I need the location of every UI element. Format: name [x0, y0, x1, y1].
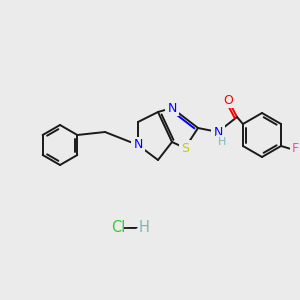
Text: −: −	[123, 221, 143, 235]
Text: N: N	[213, 125, 223, 139]
Text: N: N	[167, 101, 177, 115]
Text: Cl: Cl	[111, 220, 125, 236]
Text: S: S	[181, 142, 189, 154]
Text: N: N	[133, 139, 143, 152]
Text: O: O	[223, 94, 233, 106]
Text: F: F	[292, 142, 298, 155]
Text: H: H	[218, 137, 226, 147]
Text: H: H	[139, 220, 149, 236]
